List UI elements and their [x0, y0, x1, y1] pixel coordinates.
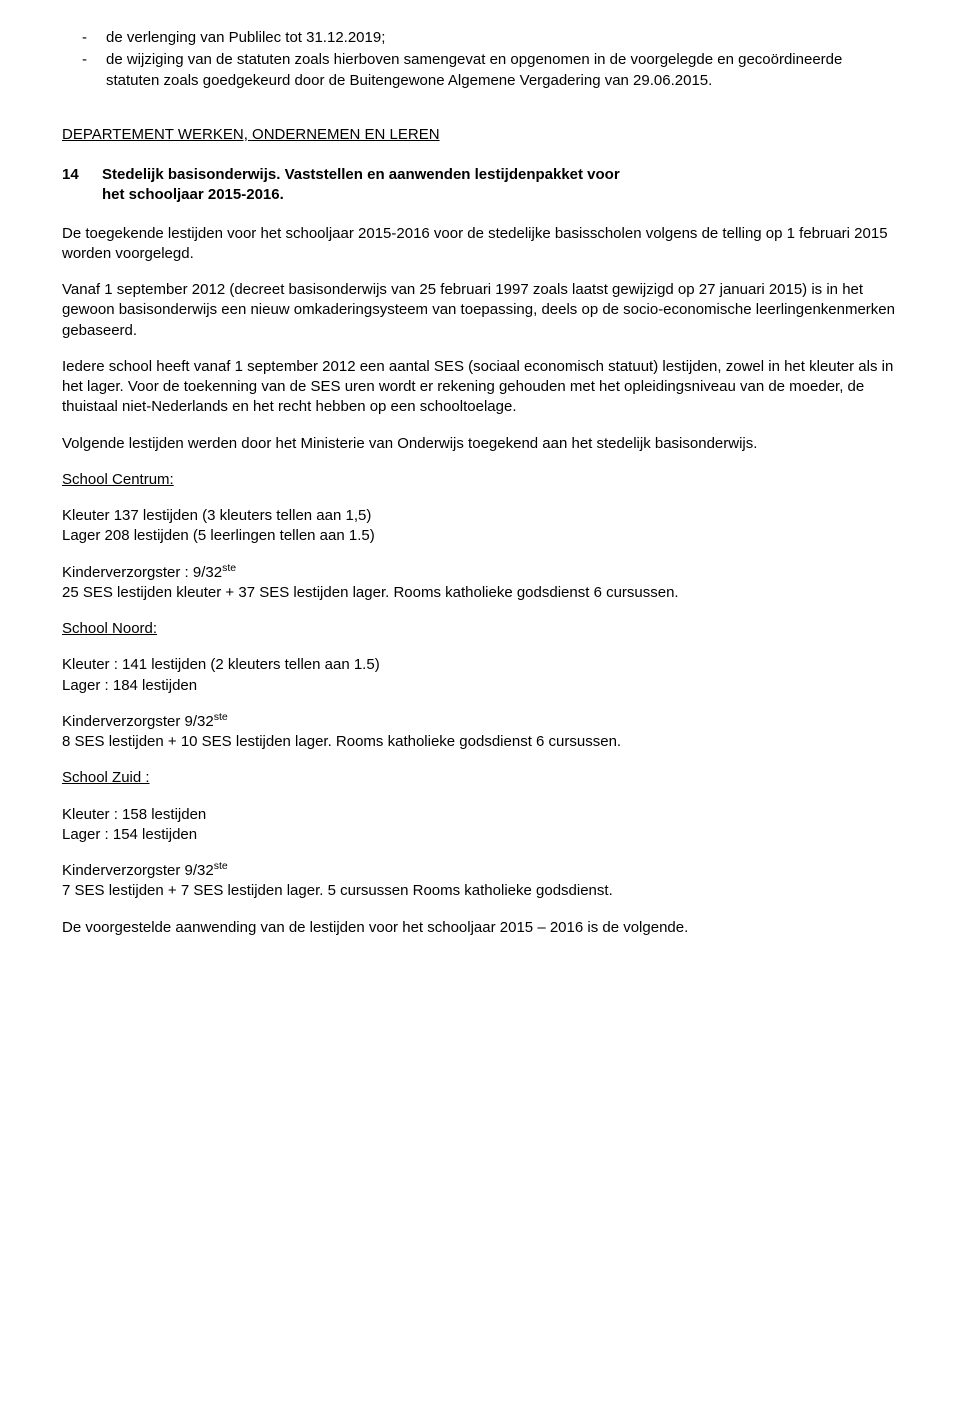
kleuter-line: Kleuter : 158 lestijden: [62, 806, 206, 823]
school-zuid-kv-ses: Kinderverzorgster 9/32ste 7 SES lestijde…: [62, 861, 898, 902]
list-item: de wijziging van de statuten zoals hierb…: [62, 50, 898, 91]
kv-label: Kinderverzorgster : 9/32: [62, 564, 222, 581]
school-heading-centrum: School Centrum:: [62, 470, 898, 490]
kv-label: Kinderverzorgster 9/32: [62, 862, 214, 879]
kv-sup: ste: [214, 711, 228, 723]
list-text: de wijziging van de statuten zoals hierb…: [106, 51, 842, 88]
agenda-item-14: 14 Stedelijk basisonderwijs. Vaststellen…: [62, 165, 898, 206]
kv-label: Kinderverzorgster 9/32: [62, 713, 214, 730]
kleuter-line: Kleuter : 141 lestijden (2 kleuters tell…: [62, 656, 380, 673]
school-noord-lestijden: Kleuter : 141 lestijden (2 kleuters tell…: [62, 655, 898, 696]
final-paragraph: De voorgestelde aanwending van de lestij…: [62, 918, 898, 938]
ses-line: 8 SES lestijden + 10 SES lestijden lager…: [62, 733, 621, 750]
department-heading: DEPARTEMENT WERKEN, ONDERNEMEN EN LEREN: [62, 125, 898, 145]
lager-line: Lager : 184 lestijden: [62, 677, 197, 694]
school-heading-zuid: School Zuid :: [62, 768, 898, 788]
list-item: de verlenging van Publilec tot 31.12.201…: [62, 28, 898, 48]
school-centrum-lestijden: Kleuter 137 lestijden (3 kleuters tellen…: [62, 506, 898, 547]
kv-sup: ste: [222, 562, 236, 574]
agenda-item-row: 14 Stedelijk basisonderwijs. Vaststellen…: [62, 165, 898, 185]
agenda-item-title-line2: het schooljaar 2015-2016.: [62, 185, 898, 205]
school-centrum-kv-ses: Kinderverzorgster : 9/32ste 25 SES lesti…: [62, 563, 898, 604]
school-noord-kv-ses: Kinderverzorgster 9/32ste 8 SES lestijde…: [62, 712, 898, 753]
ses-line: 7 SES lestijden + 7 SES lestijden lager.…: [62, 882, 613, 899]
lager-line: Lager 208 lestijden (5 leerlingen tellen…: [62, 527, 375, 544]
paragraph: Iedere school heeft vanaf 1 september 20…: [62, 357, 898, 418]
list-text: de verlenging van Publilec tot 31.12.201…: [106, 29, 385, 46]
agenda-item-title-line1: Stedelijk basisonderwijs. Vaststellen en…: [102, 165, 898, 185]
school-zuid-lestijden: Kleuter : 158 lestijden Lager : 154 lest…: [62, 805, 898, 846]
top-dash-list: de verlenging van Publilec tot 31.12.201…: [62, 28, 898, 91]
agenda-item-number: 14: [62, 165, 102, 185]
kv-sup: ste: [214, 860, 228, 872]
ses-line: 25 SES lestijden kleuter + 37 SES lestij…: [62, 584, 679, 601]
school-heading-noord: School Noord:: [62, 619, 898, 639]
paragraph: Vanaf 1 september 2012 (decreet basisond…: [62, 280, 898, 341]
paragraph: De toegekende lestijden voor het schoolj…: [62, 224, 898, 265]
lager-line: Lager : 154 lestijden: [62, 826, 197, 843]
paragraph: Volgende lestijden werden door het Minis…: [62, 434, 898, 454]
document-page: de verlenging van Publilec tot 31.12.201…: [0, 0, 960, 978]
kleuter-line: Kleuter 137 lestijden (3 kleuters tellen…: [62, 507, 371, 524]
